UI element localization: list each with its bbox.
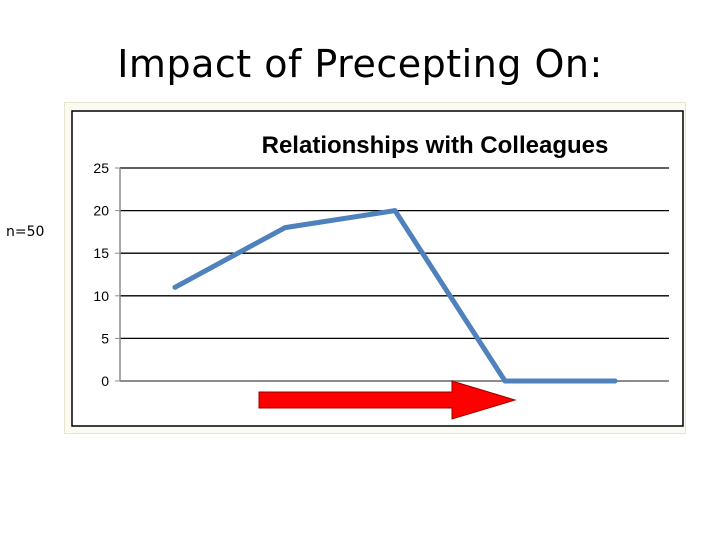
data-point <box>282 225 288 231</box>
chart-title: Relationships with Colleagues <box>262 132 609 159</box>
y-tick-label: 10 <box>93 288 109 304</box>
y-tick-label: 0 <box>101 373 109 389</box>
data-point <box>172 284 178 290</box>
series-layer <box>172 208 618 384</box>
data-point <box>502 378 508 384</box>
y-tick-label: 25 <box>93 160 109 176</box>
plot-area-border <box>71 110 684 427</box>
slide-title: Impact of Precepting On: <box>117 42 603 86</box>
line-chart: Relationships with Colleagues 0 5 10 15 20 25 <box>71 110 684 427</box>
trend-arrow <box>258 380 517 420</box>
y-tick-label: 15 <box>93 245 109 261</box>
sample-size-note: n=50 <box>6 224 45 240</box>
y-tick-label: 20 <box>93 203 109 219</box>
data-point <box>392 208 398 213</box>
chart-frame: Relationships with Colleagues 0 5 10 15 20 25 <box>64 102 686 434</box>
y-tick-labels: 0 5 10 15 20 25 <box>93 160 109 389</box>
data-point <box>612 378 618 384</box>
y-tick-label: 5 <box>101 330 109 346</box>
